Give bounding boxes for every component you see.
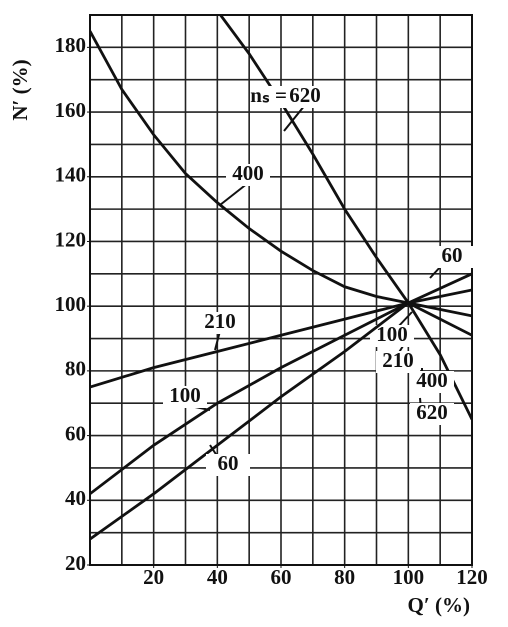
label-bg xyxy=(226,164,270,186)
line xyxy=(90,272,472,541)
series-label: 400 xyxy=(232,161,264,185)
x-tick-label: 60 xyxy=(271,565,292,589)
label-bg xyxy=(206,454,250,476)
label-bg xyxy=(163,386,207,408)
series-prefix: nₛ = xyxy=(250,83,287,107)
series-label: 100 xyxy=(169,383,201,407)
y-tick-label: 160 xyxy=(55,98,87,122)
series-label: 100 xyxy=(376,322,408,346)
x-axis-label: Q′ (%) xyxy=(408,593,470,617)
y-axis-label: N′ (%) xyxy=(8,59,32,120)
leader xyxy=(214,330,221,351)
series-label: 400 xyxy=(416,368,448,392)
label-bg xyxy=(198,312,242,334)
label-bg xyxy=(250,86,290,108)
label-bg xyxy=(376,351,420,373)
label-bg xyxy=(410,403,454,425)
x-tick-label: 120 xyxy=(456,565,488,589)
label-bg xyxy=(430,246,474,268)
y-tick-label: 120 xyxy=(55,227,87,251)
series-label: 620 xyxy=(416,400,448,424)
y-tick-label: 20 xyxy=(65,551,86,575)
line xyxy=(219,15,472,421)
x-tick-label: 40 xyxy=(207,565,228,589)
x-tick-label: 80 xyxy=(334,565,355,589)
label-bg xyxy=(410,371,454,393)
y-tick-label: 140 xyxy=(55,163,87,187)
y-tick-label: 40 xyxy=(65,486,86,510)
series-label: 60 xyxy=(218,451,239,475)
x-tick-label: 100 xyxy=(393,565,425,589)
y-tick-label: 100 xyxy=(55,292,87,316)
series-label: 210 xyxy=(382,348,414,372)
leader xyxy=(283,104,306,132)
label-bg xyxy=(370,325,414,347)
series-label: 60 xyxy=(442,243,463,267)
series-label: 210 xyxy=(204,309,236,333)
series-label: 620 xyxy=(289,83,321,107)
y-tick-label: 60 xyxy=(65,421,86,445)
y-tick-label: 180 xyxy=(55,33,87,57)
label-bg xyxy=(283,86,327,108)
x-tick-label: 20 xyxy=(143,565,164,589)
y-tick-label: 80 xyxy=(65,357,86,381)
leader xyxy=(219,182,249,206)
